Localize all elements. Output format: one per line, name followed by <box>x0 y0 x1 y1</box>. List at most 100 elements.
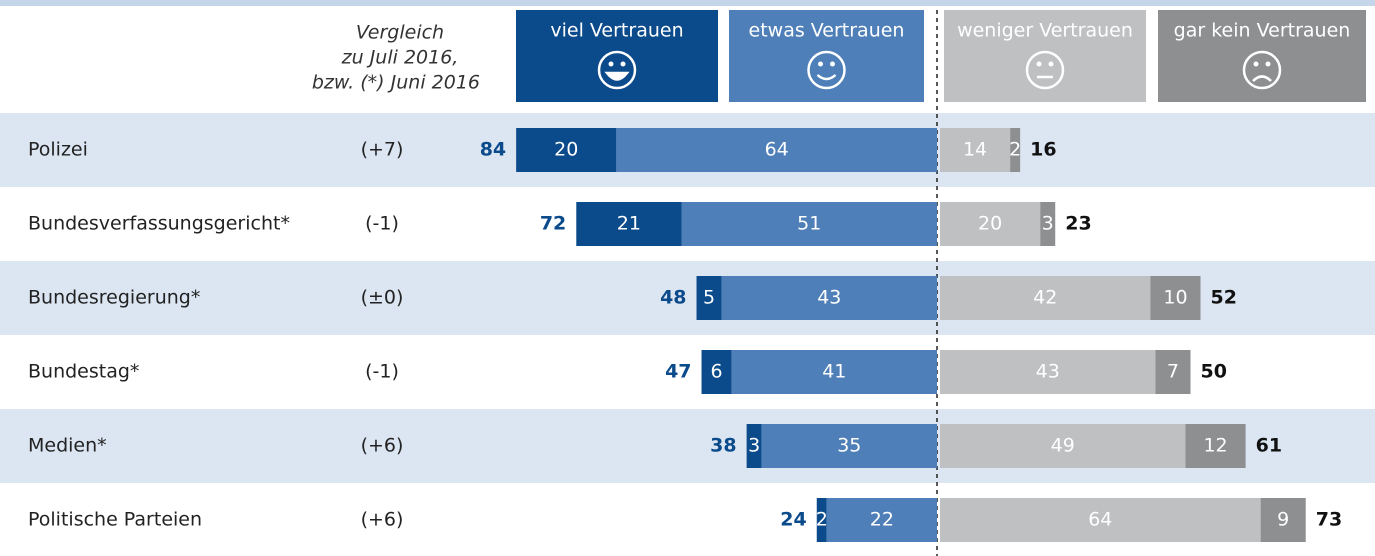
segment-label: 21 <box>617 213 641 235</box>
total-positive: 38 <box>710 435 736 457</box>
bar-segment <box>940 276 1151 320</box>
segment-label: 2 <box>816 509 828 531</box>
segment-label: 5 <box>703 287 715 309</box>
face-icon <box>1242 50 1282 90</box>
segment-label: 7 <box>1167 361 1179 383</box>
change-label: (-1) <box>365 213 399 235</box>
bar-segment <box>940 498 1261 542</box>
category-label: Polizei <box>28 139 88 161</box>
bar-segment <box>1150 276 1201 320</box>
face-eye <box>1048 61 1054 67</box>
segment-label: 20 <box>978 213 1002 235</box>
total-negative: 23 <box>1065 213 1091 235</box>
segment-label: 35 <box>837 435 861 457</box>
bar-segment <box>696 276 722 320</box>
bar-segment <box>731 350 937 394</box>
segment-label: 64 <box>765 139 789 161</box>
segment-label: 43 <box>1036 361 1060 383</box>
legend-box <box>516 10 718 102</box>
bar-segment <box>940 202 1041 246</box>
bar-segment <box>576 202 682 246</box>
bar-segment <box>516 128 617 172</box>
category-label: Bundesregierung* <box>28 287 200 309</box>
bar-segment <box>940 128 1011 172</box>
total-positive: 72 <box>540 213 566 235</box>
bar-segment <box>826 498 937 542</box>
change-label: (±0) <box>361 287 404 309</box>
face-mouth <box>604 71 630 81</box>
bar-segment <box>816 498 827 542</box>
segment-label: 14 <box>963 139 987 161</box>
segment-label: 2 <box>1009 139 1021 161</box>
legend-box <box>944 10 1146 102</box>
face-eye <box>608 61 614 67</box>
bar-segment <box>681 202 937 246</box>
segment-label: 41 <box>822 361 846 383</box>
bar-segment <box>761 424 937 468</box>
top-strip <box>0 0 1375 6</box>
total-negative: 52 <box>1211 287 1237 309</box>
legend-label: gar kein Vertrauen <box>1174 20 1351 42</box>
legend-label: etwas Vertrauen <box>749 20 905 42</box>
total-positive: 48 <box>660 287 686 309</box>
category-label: Bundestag* <box>28 361 139 383</box>
face-eye <box>620 61 626 67</box>
category-label: Medien* <box>28 435 107 457</box>
face-eye <box>818 61 823 67</box>
bar-segment <box>746 424 762 468</box>
total-negative: 50 <box>1201 361 1227 383</box>
segment-label: 64 <box>1088 509 1112 531</box>
segment-label: 20 <box>554 139 578 161</box>
bar-segment <box>1185 424 1246 468</box>
segment-label: 9 <box>1277 509 1289 531</box>
bar-segment <box>1010 128 1021 172</box>
bar-segment <box>940 350 1156 394</box>
header-note: Vergleich <box>356 22 444 44</box>
segment-label: 6 <box>711 361 723 383</box>
segment-label: 3 <box>748 435 760 457</box>
segment-label: 49 <box>1051 435 1075 457</box>
segment-label: 12 <box>1203 435 1227 457</box>
bar-segment <box>701 350 732 394</box>
change-label: (+6) <box>361 435 404 457</box>
segment-label: 22 <box>870 509 894 531</box>
face-mouth <box>816 74 837 81</box>
face-icon <box>807 50 846 90</box>
segment-label: 51 <box>797 213 821 235</box>
face-eye <box>1265 61 1271 67</box>
category-label: Bundesverfassungsgericht* <box>28 213 290 235</box>
face-eye <box>830 61 835 67</box>
change-label: (+6) <box>361 509 404 531</box>
total-positive: 84 <box>480 139 506 161</box>
face-icon <box>597 50 637 90</box>
face-eye <box>1253 61 1259 67</box>
bar-segment <box>940 424 1186 468</box>
segment-label: 3 <box>1042 213 1054 235</box>
change-label: (-1) <box>365 361 399 383</box>
legend-label: weniger Vertrauen <box>957 20 1133 42</box>
segment-label: 10 <box>1163 287 1187 309</box>
legend-label: viel Vertrauen <box>550 20 683 42</box>
legend-box <box>1158 10 1366 102</box>
face-mouth <box>1252 75 1272 82</box>
segment-label: 43 <box>817 287 841 309</box>
face-eye <box>1036 61 1042 67</box>
change-label: (+7) <box>361 139 404 161</box>
header-note: zu Juli 2016, <box>341 47 459 69</box>
total-negative: 16 <box>1030 139 1056 161</box>
total-positive: 47 <box>665 361 691 383</box>
total-positive: 24 <box>780 509 806 531</box>
legend-box <box>729 10 924 102</box>
bar-segment <box>616 128 937 172</box>
total-negative: 61 <box>1256 435 1282 457</box>
face-icon <box>1025 50 1065 90</box>
total-negative: 73 <box>1316 509 1342 531</box>
category-label: Politische Parteien <box>28 509 202 531</box>
header-note: bzw. (*) Juni 2016 <box>312 72 480 94</box>
bar-segment <box>721 276 937 320</box>
bar-segment <box>1155 350 1191 394</box>
segment-label: 42 <box>1033 287 1057 309</box>
bar-segment <box>1040 202 1056 246</box>
bar-segment <box>1260 498 1306 542</box>
